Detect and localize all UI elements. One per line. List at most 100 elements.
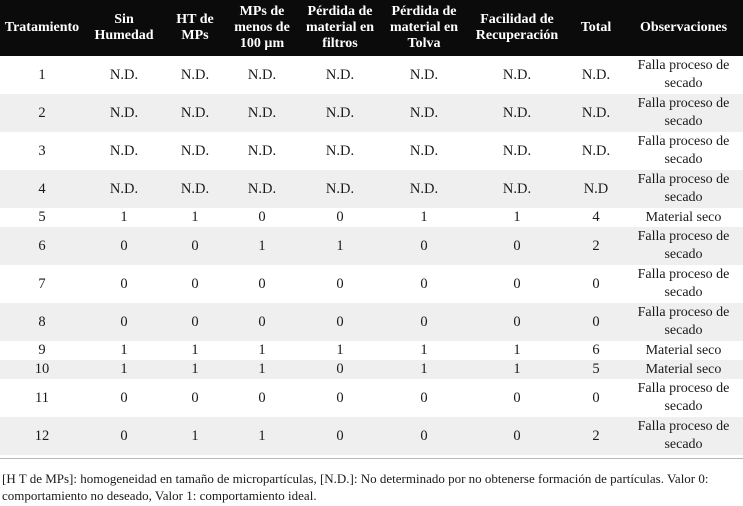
column-header: Total xyxy=(580,20,612,35)
table-row: 11 0 0 0 0 0 0 0 Falla proceso de secado xyxy=(0,379,743,417)
value-cell: N.D. xyxy=(247,180,277,197)
treatment-cell: 2 xyxy=(38,104,46,121)
value-cell: 0 xyxy=(336,313,344,330)
column-header: Sin Humedad xyxy=(94,12,154,43)
value-cell: N.D. xyxy=(109,142,139,159)
value-cell: 0 xyxy=(191,275,199,292)
value-cell: 6 xyxy=(592,342,600,358)
table-footnote: [H T de MPs]: homogeneidad en tamaño de … xyxy=(2,471,709,503)
value-cell: 0 xyxy=(336,389,344,406)
column-header: Tratamiento xyxy=(4,20,80,35)
value-cell: 0 xyxy=(191,237,199,254)
value-cell: N.D. xyxy=(502,180,532,197)
value-cell: 1 xyxy=(258,361,266,377)
table-row: 4 N.D. N.D. N.D. N.D. N.D. N.D. N.D Falla proces… xyxy=(0,170,743,208)
value-cell: 0 xyxy=(120,427,128,444)
value-cell: 1 xyxy=(513,361,521,377)
value-cell: 0 xyxy=(420,275,428,292)
value-cell: 1 xyxy=(191,427,199,444)
value-cell: N.D. xyxy=(247,104,277,121)
value-cell: 1 xyxy=(258,427,266,444)
table-header: Tratamiento Sin Humedad HT de MPs MPs de me… xyxy=(0,0,743,56)
value-cell: 1 xyxy=(420,361,428,377)
value-cell: 0 xyxy=(592,389,600,406)
table-row: 7 0 0 0 0 0 0 0 Falla proceso de secado xyxy=(0,265,743,303)
observation-cell: Falla proceso de secado xyxy=(637,172,730,205)
value-cell: N.D. xyxy=(325,66,355,83)
value-cell: N.D. xyxy=(502,66,532,83)
value-cell: 4 xyxy=(592,209,600,225)
value-cell: 0 xyxy=(513,427,521,444)
value-cell: N.D. xyxy=(581,142,611,159)
value-cell: N.D. xyxy=(109,66,139,83)
table-row: 2 N.D. N.D. N.D. N.D. N.D. N.D. N.D. Falla proce… xyxy=(0,94,743,132)
table-row: 6 0 0 1 1 0 0 2 Falla proceso de secado xyxy=(0,227,743,265)
value-cell: 0 xyxy=(120,275,128,292)
value-cell: N.D. xyxy=(180,104,210,121)
table-row: 8 0 0 0 0 0 0 0 Falla proceso de secado xyxy=(0,303,743,341)
value-cell: 1 xyxy=(258,342,266,358)
value-cell: 2 xyxy=(592,237,600,254)
value-cell: N.D. xyxy=(409,142,439,159)
value-cell: 0 xyxy=(258,275,266,292)
value-cell: 0 xyxy=(420,313,428,330)
value-cell: 0 xyxy=(191,389,199,406)
value-cell: N.D. xyxy=(502,142,532,159)
value-cell: N.D. xyxy=(409,104,439,121)
treatment-cell: 10 xyxy=(34,361,50,377)
value-cell: 1 xyxy=(191,361,199,377)
value-cell: 0 xyxy=(336,361,344,377)
observation-cell: Material seco xyxy=(645,209,722,225)
value-cell: 1 xyxy=(336,237,344,254)
value-cell: N.D. xyxy=(180,142,210,159)
table-row: 1 N.D. N.D. N.D. N.D. N.D. N.D. N.D. Falla proce… xyxy=(0,56,743,94)
value-cell: 1 xyxy=(120,209,128,225)
value-cell: 0 xyxy=(420,389,428,406)
value-cell: 1 xyxy=(336,342,344,358)
column-header: HT de MPs xyxy=(176,12,214,43)
value-cell: 0 xyxy=(258,389,266,406)
column-header: Observaciones xyxy=(639,20,728,35)
table-body: 1 N.D. N.D. N.D. N.D. N.D. N.D. N.D. Falla proce… xyxy=(0,56,743,455)
observation-cell: Falla proceso de secado xyxy=(637,381,730,414)
value-cell: N.D. xyxy=(581,66,611,83)
value-cell: 0 xyxy=(592,275,600,292)
value-cell: 0 xyxy=(120,237,128,254)
observation-cell: Falla proceso de secado xyxy=(637,58,730,91)
column-header: Pérdida de material en filtros xyxy=(305,4,375,51)
value-cell: 1 xyxy=(513,209,521,225)
table-row: 3 N.D. N.D. N.D. N.D. N.D. N.D. N.D. Falla proce… xyxy=(0,132,743,170)
column-header: Pérdida de material en Tolva xyxy=(389,4,459,51)
value-cell: N.D. xyxy=(109,104,139,121)
value-cell: N.D. xyxy=(325,142,355,159)
value-cell: 0 xyxy=(336,275,344,292)
table-row: 10 1 1 1 0 1 1 5 Material seco xyxy=(0,360,743,379)
value-cell: 1 xyxy=(191,209,199,225)
value-cell: 1 xyxy=(120,342,128,358)
table-row: 5 1 1 0 0 1 1 4 Material seco xyxy=(0,208,743,227)
treatment-cell: 12 xyxy=(34,427,50,444)
value-cell: 0 xyxy=(191,313,199,330)
treatment-cell: 9 xyxy=(38,342,46,358)
header-row: Tratamiento Sin Humedad HT de MPs MPs de me… xyxy=(0,0,743,56)
value-cell: 1 xyxy=(258,237,266,254)
observation-cell: Falla proceso de secado xyxy=(637,267,730,300)
value-cell: N.D. xyxy=(325,104,355,121)
value-cell: 0 xyxy=(258,313,266,330)
value-cell: N.D. xyxy=(180,180,210,197)
value-cell: 0 xyxy=(336,209,344,225)
observation-cell: Falla proceso de secado xyxy=(637,134,730,167)
value-cell: 1 xyxy=(420,342,428,358)
column-header: Facilidad de Recuperación xyxy=(475,12,559,43)
value-cell: N.D. xyxy=(502,104,532,121)
value-cell: N.D. xyxy=(409,180,439,197)
treatment-cell: 1 xyxy=(38,66,46,83)
treatment-cell: 3 xyxy=(38,142,46,159)
value-cell: N.D. xyxy=(581,104,611,121)
value-cell: 0 xyxy=(420,237,428,254)
value-cell: N.D. xyxy=(409,66,439,83)
treatment-cell: 7 xyxy=(38,275,46,292)
treatment-cell: 4 xyxy=(38,180,46,197)
observation-cell: Falla proceso de secado xyxy=(637,419,730,452)
